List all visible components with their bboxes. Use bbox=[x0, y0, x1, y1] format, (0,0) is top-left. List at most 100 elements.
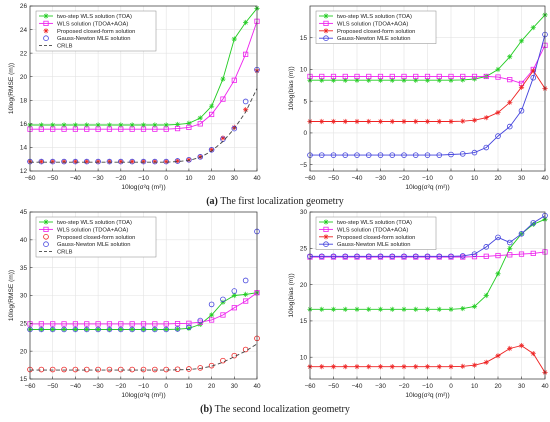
data-point bbox=[61, 158, 67, 165]
data-point bbox=[208, 146, 215, 153]
tick-label-y: 14 bbox=[20, 145, 28, 152]
tick-label-x: 20 bbox=[494, 175, 502, 182]
data-point bbox=[38, 326, 45, 333]
axis-label-x: 10log(σ²q (m²)) bbox=[405, 392, 449, 399]
legend-label: WLS solution (TDOA+AOA) bbox=[337, 21, 408, 27]
data-point bbox=[209, 147, 215, 153]
data-point bbox=[342, 306, 348, 312]
data-point bbox=[401, 73, 407, 80]
data-point bbox=[424, 152, 431, 158]
data-point bbox=[495, 66, 501, 73]
data-point bbox=[483, 144, 490, 151]
tick-label-x: −50 bbox=[47, 175, 58, 182]
data-point bbox=[412, 152, 419, 158]
tick-label-y: 40 bbox=[20, 237, 28, 244]
tick-label-y: 5 bbox=[303, 98, 307, 105]
data-point bbox=[366, 77, 372, 83]
data-point bbox=[318, 253, 325, 260]
tick-label-y: −5 bbox=[300, 162, 308, 169]
legend-label: Gauss-Newton MLE solution bbox=[57, 242, 130, 248]
tick-label-y: 20 bbox=[20, 348, 28, 355]
data-point bbox=[530, 250, 536, 256]
data-point bbox=[38, 122, 44, 128]
data-point bbox=[152, 321, 158, 327]
data-point bbox=[242, 98, 249, 105]
data-point bbox=[518, 343, 525, 349]
data-point bbox=[495, 271, 501, 277]
tick-label-y: 20 bbox=[300, 282, 308, 289]
series-4 bbox=[307, 212, 548, 260]
data-point bbox=[50, 321, 56, 327]
legend-label: Proposed closed-form solution bbox=[337, 235, 415, 241]
series-3 bbox=[27, 68, 260, 165]
tick-label-x: 0 bbox=[164, 383, 168, 390]
tick-label-x: −10 bbox=[422, 383, 433, 390]
data-point bbox=[518, 84, 525, 90]
tick-label-x: 40 bbox=[541, 383, 549, 390]
legend-label: two-step WLS solution (TOA) bbox=[57, 14, 132, 20]
data-point bbox=[342, 73, 348, 80]
legend-label: WLS solution (TDOA+AOA) bbox=[57, 21, 128, 27]
data-point bbox=[483, 73, 489, 80]
tick-label-y: 30 bbox=[300, 209, 308, 216]
data-point bbox=[330, 118, 337, 125]
data-point bbox=[436, 77, 442, 83]
data-point bbox=[377, 77, 384, 83]
series-line bbox=[30, 88, 258, 163]
data-point bbox=[243, 19, 249, 26]
data-point bbox=[95, 158, 101, 165]
data-point bbox=[460, 77, 466, 83]
tick-label-x: −60 bbox=[25, 175, 36, 182]
legend-marker bbox=[43, 226, 49, 232]
data-point bbox=[530, 350, 536, 357]
data-point bbox=[530, 68, 536, 74]
data-point bbox=[389, 118, 395, 125]
data-point bbox=[389, 364, 395, 370]
data-point bbox=[424, 73, 431, 80]
data-point bbox=[231, 124, 237, 130]
axis-label-x: 10log(σ²q (m²)) bbox=[121, 392, 165, 399]
data-point bbox=[530, 24, 536, 31]
tick-label-y: 24 bbox=[20, 27, 28, 34]
legend-entry: Gauss-Newton MLE solution bbox=[43, 35, 130, 42]
data-point bbox=[72, 122, 78, 128]
series-line bbox=[310, 215, 546, 257]
legend-marker bbox=[43, 20, 49, 27]
data-point bbox=[72, 158, 79, 165]
data-point bbox=[186, 366, 192, 372]
tick-label-x: −40 bbox=[70, 175, 81, 182]
legend-label: Proposed closed-form solution bbox=[57, 29, 135, 35]
series-1 bbox=[307, 216, 548, 312]
data-point bbox=[342, 152, 349, 158]
data-point bbox=[129, 158, 135, 165]
data-point bbox=[518, 38, 525, 44]
legend-marker bbox=[323, 20, 329, 27]
data-point bbox=[471, 251, 478, 257]
data-point bbox=[424, 253, 431, 260]
data-point bbox=[140, 158, 147, 165]
data-point bbox=[197, 154, 203, 160]
tick-label-x: 0 bbox=[164, 175, 168, 182]
data-point bbox=[49, 326, 56, 333]
data-point bbox=[231, 125, 238, 132]
tick-label-x: 40 bbox=[253, 383, 261, 390]
data-point bbox=[61, 126, 67, 132]
data-point bbox=[424, 306, 431, 312]
tick-label-x: −60 bbox=[305, 175, 316, 182]
data-point bbox=[209, 312, 215, 318]
tick-label-y: 18 bbox=[20, 97, 28, 104]
data-point bbox=[140, 326, 147, 333]
data-point bbox=[106, 321, 113, 327]
data-point bbox=[483, 359, 489, 365]
data-point bbox=[330, 73, 337, 80]
data-point bbox=[330, 364, 337, 370]
data-point bbox=[506, 239, 513, 246]
tick-label-x: −10 bbox=[422, 175, 433, 182]
legend-box bbox=[35, 216, 157, 258]
data-point bbox=[319, 118, 325, 125]
data-point bbox=[366, 73, 372, 80]
data-point bbox=[319, 306, 325, 312]
tick-label-x: 20 bbox=[208, 383, 216, 390]
tick-label-y: 0 bbox=[303, 130, 307, 137]
data-point bbox=[129, 126, 135, 132]
